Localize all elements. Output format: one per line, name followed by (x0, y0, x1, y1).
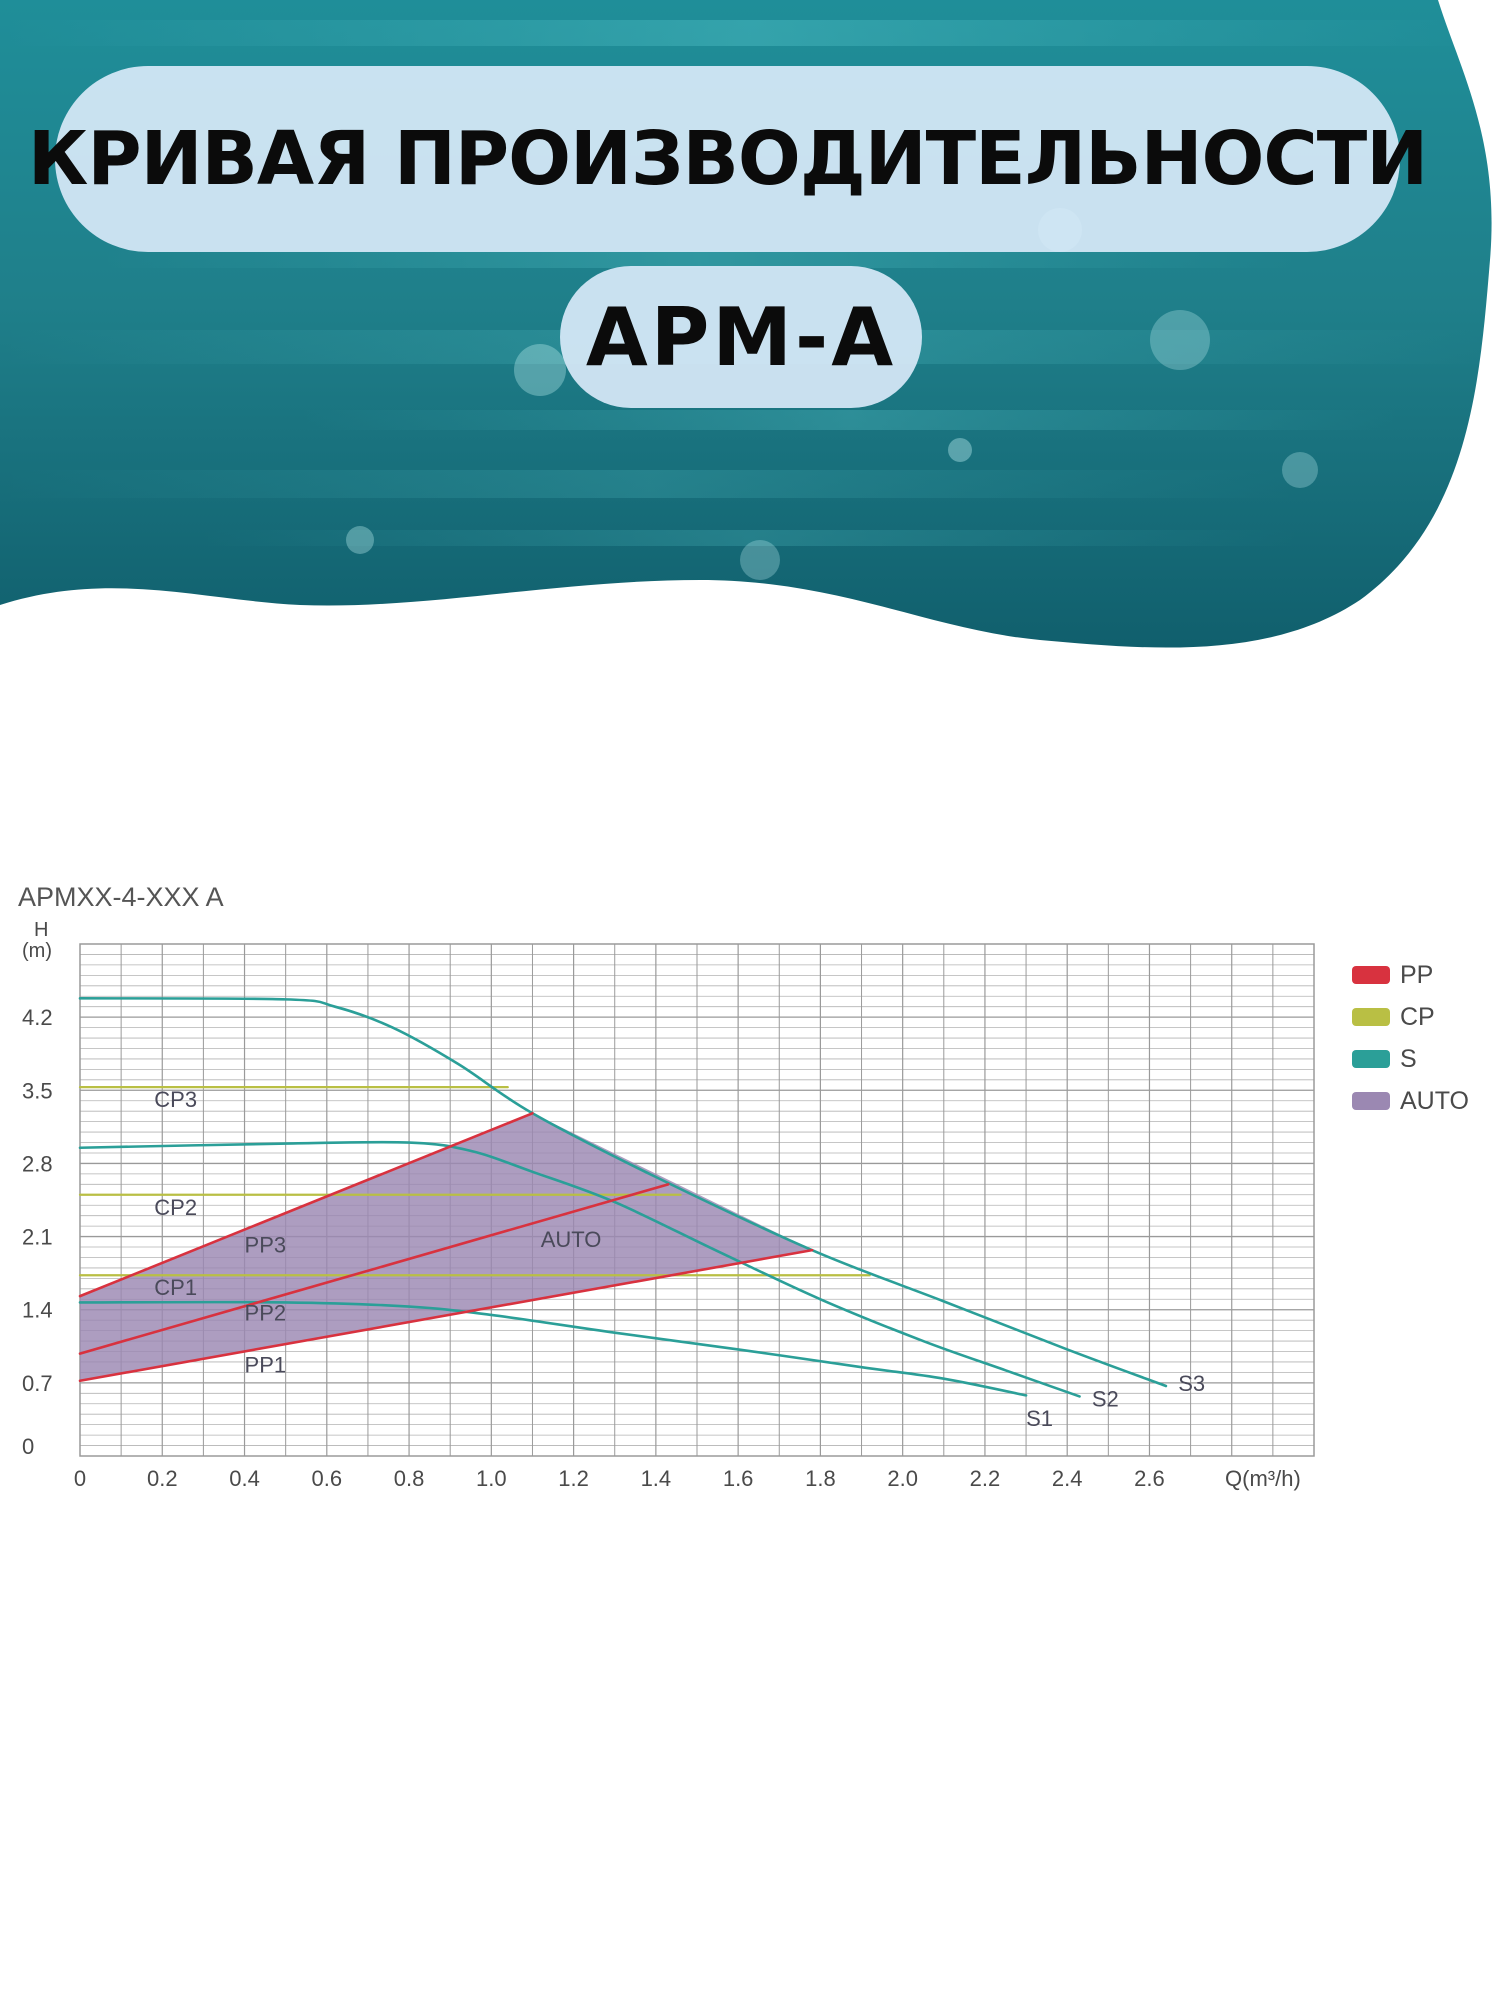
y-tick-label: 0.7 (22, 1371, 53, 1396)
x-tick-label: 0 (74, 1466, 86, 1491)
model-name: APM-A (585, 290, 897, 384)
chart-series (78, 997, 1168, 1398)
legend-label-auto: AUTO (1400, 1087, 1469, 1115)
label-pp3: PP3 (245, 1233, 287, 1258)
label-s1: S1 (1026, 1406, 1053, 1431)
legend-label-cp: CP (1400, 1003, 1435, 1031)
model-pill: APM-A (560, 266, 922, 408)
label-cp1: CP1 (154, 1275, 197, 1300)
label-s2: S2 (1092, 1386, 1119, 1411)
series-line-pp1 (78, 1248, 814, 1383)
x-tick-label: 1.6 (723, 1466, 754, 1491)
label-s3: S3 (1178, 1371, 1205, 1396)
x-tick-label: 0.2 (147, 1466, 178, 1491)
label-pp2: PP2 (245, 1300, 287, 1325)
y-tick-label: 3.5 (22, 1078, 53, 1103)
chart-title: APMXX-4-XXX A (18, 882, 224, 912)
legend-label-s: S (1400, 1045, 1417, 1073)
y-tick-label: 1.4 (22, 1298, 53, 1323)
x-tick-label: 1.8 (805, 1466, 836, 1491)
x-tick-label: 2.6 (1134, 1466, 1165, 1491)
x-tick-label: 1.4 (641, 1466, 672, 1491)
series-line-s3 (78, 997, 1168, 1388)
legend-swatch-s (1352, 1050, 1390, 1068)
chart-legend: PP CP S AUTO (1352, 961, 1469, 1115)
label-cp3: CP3 (154, 1087, 197, 1112)
page-title: КРИВАЯ ПРОИЗВОДИТЕЛЬНОСТИ (27, 116, 1428, 202)
series-line-pp3 (78, 1111, 534, 1298)
x-tick-label: 0.8 (394, 1466, 425, 1491)
page-title-pill: КРИВАЯ ПРОИЗВОДИТЕЛЬНОСТИ (28, 66, 1428, 252)
legend-swatch-auto (1352, 1092, 1390, 1110)
legend-label-pp: PP (1400, 961, 1433, 989)
x-tick-label: 1.2 (558, 1466, 589, 1491)
x-axis-label: Q(m³/h) (1225, 1466, 1301, 1491)
label-cp2: CP2 (154, 1195, 197, 1220)
x-tick-label: 0.4 (229, 1466, 260, 1491)
x-tick-label: 2.2 (970, 1466, 1001, 1491)
series-labels: AUTO S3 S2 S1 PP3 PP2 PP1 CP3 CP2 CP1 (154, 1087, 1205, 1431)
y-tick-label: 0 (22, 1434, 34, 1459)
x-tick-label: 1.0 (476, 1466, 507, 1491)
y-tick-label: 2.8 (22, 1151, 53, 1176)
x-tick-label: 2.4 (1052, 1466, 1083, 1491)
y-axis-label: H (34, 919, 48, 941)
series-line-s1 (78, 1300, 1028, 1397)
legend-swatch-cp (1352, 1008, 1390, 1026)
label-pp1: PP1 (245, 1353, 287, 1378)
label-auto: AUTO (541, 1227, 602, 1252)
x-tick-label: 2.0 (887, 1466, 918, 1491)
series-line-pp2 (78, 1183, 670, 1355)
y-tick-label: 4.2 (22, 1005, 53, 1030)
y-axis-unit: (m) (22, 940, 52, 962)
series-line-s2 (78, 1140, 1081, 1398)
performance-chart: APMXX-4-XXX A AUTO S3 S2 S1 PP3 PP2 PP1 CP3 CP2 C… (18, 882, 1469, 1491)
y-tick-label: 2.1 (22, 1225, 53, 1250)
legend-swatch-pp (1352, 966, 1390, 984)
x-tick-label: 0.6 (312, 1466, 343, 1491)
chart-axes: 0 0.2 0.4 0.6 0.8 1.0 1.2 1.4 1.6 1.8 2.0 2.2 2.4 2.6… (22, 919, 1301, 1491)
